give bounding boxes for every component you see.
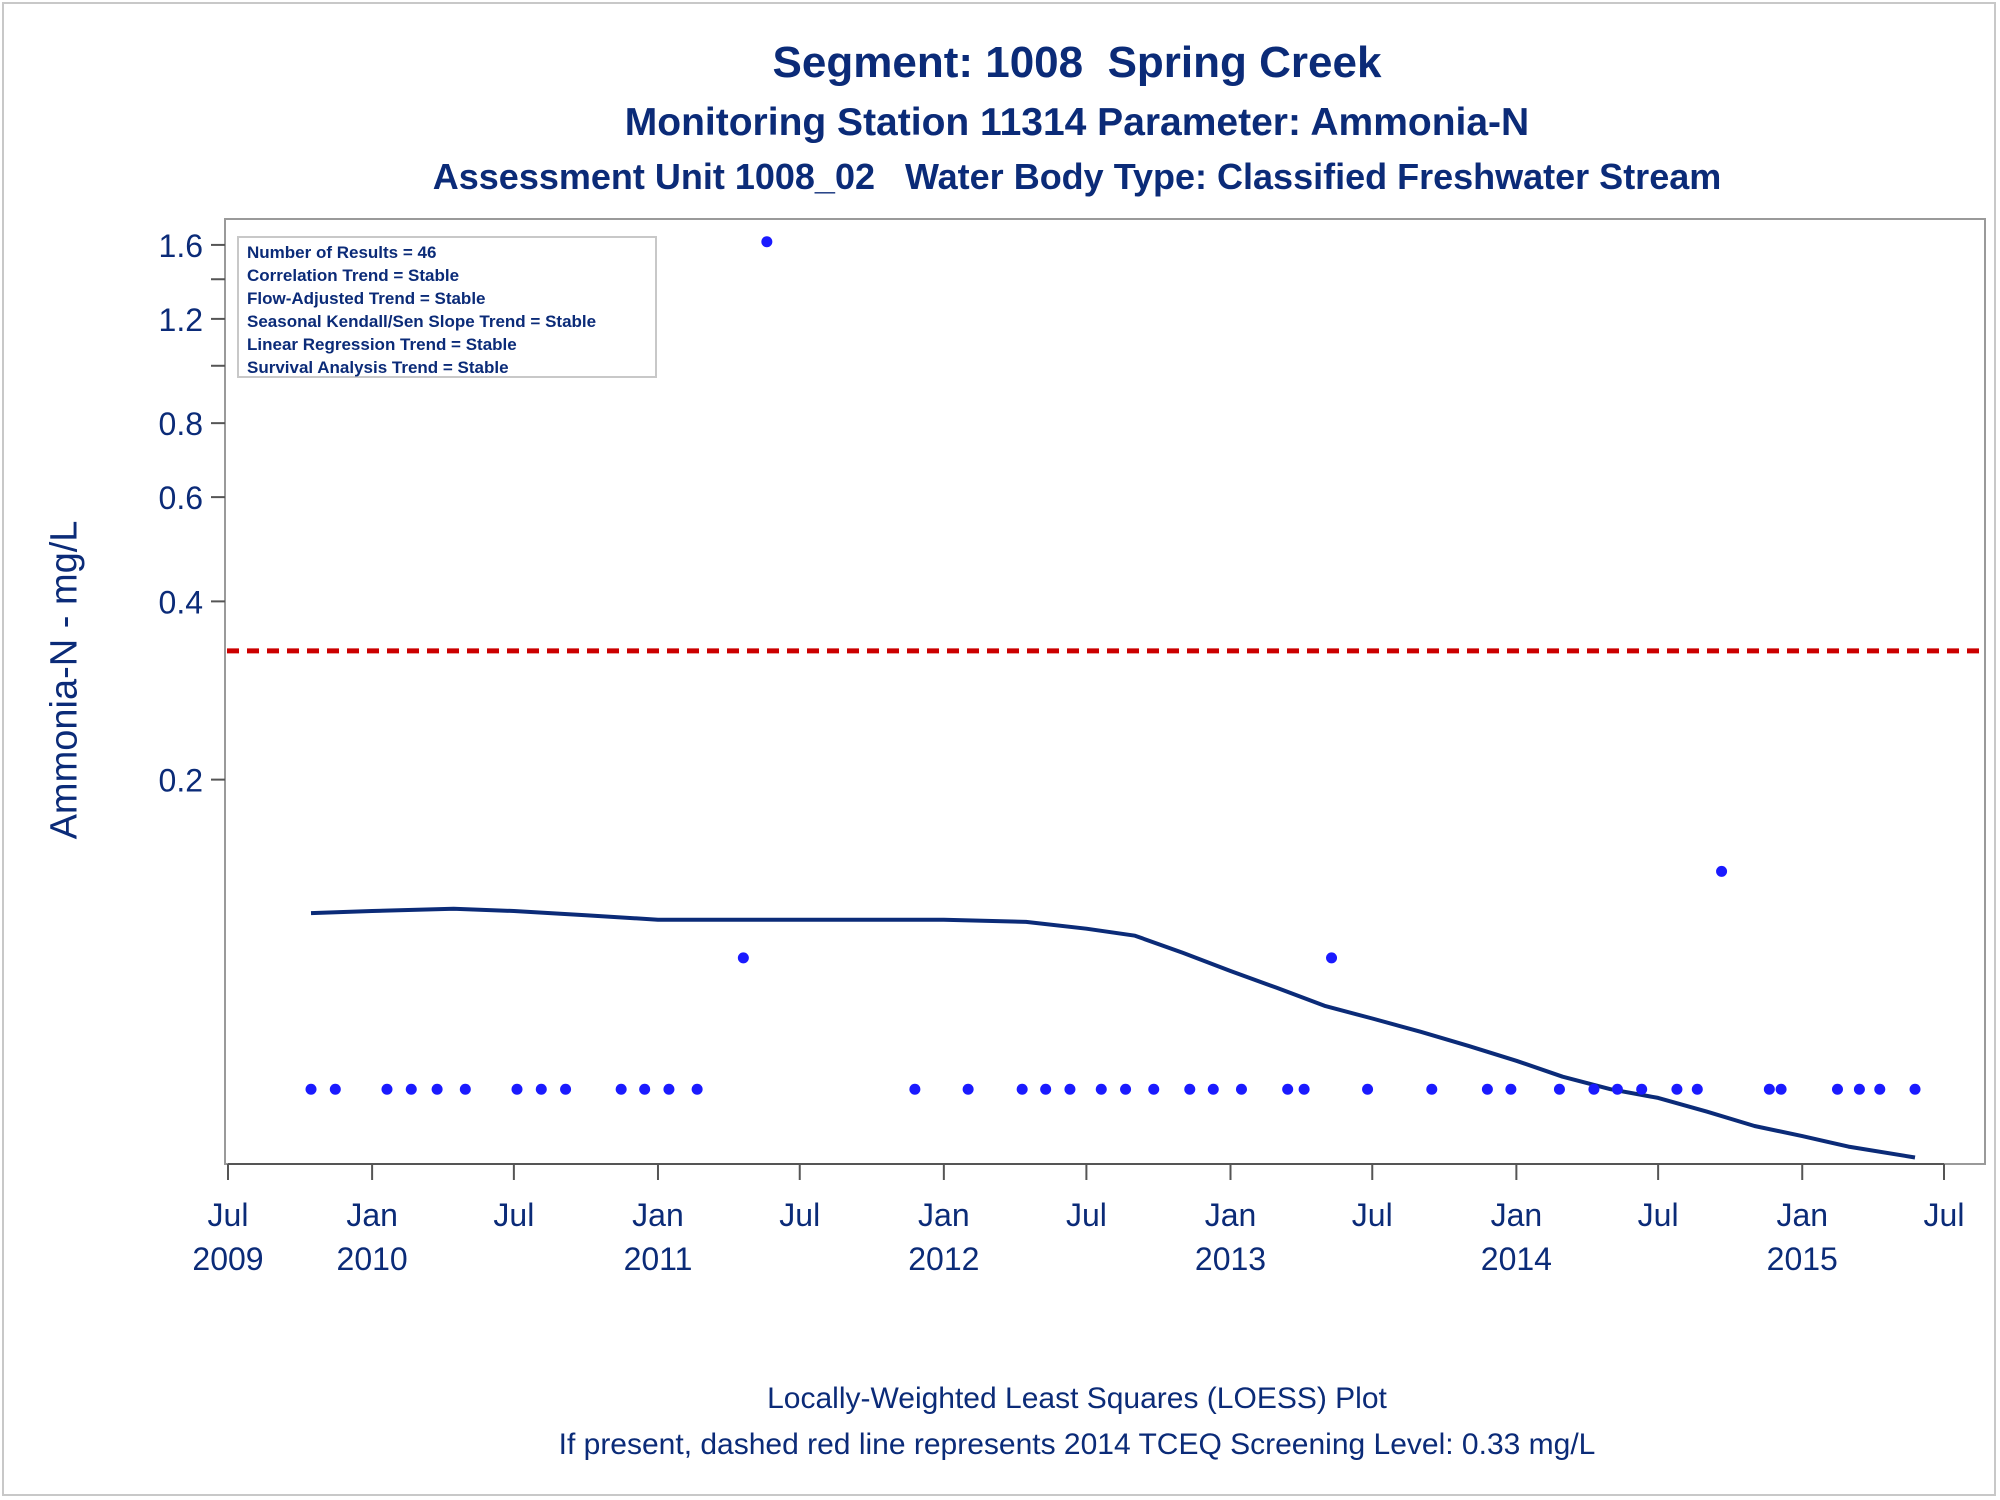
x-tick-label-year: 2011 bbox=[624, 1241, 693, 1277]
data-point bbox=[1148, 1083, 1160, 1095]
data-point bbox=[1481, 1083, 1493, 1095]
y-tick-label: 0.4 bbox=[159, 584, 203, 620]
data-point bbox=[560, 1083, 572, 1095]
data-point bbox=[1588, 1083, 1600, 1095]
chart-title: Segment: 1008 Spring Creek bbox=[772, 38, 1382, 87]
stat-linear-regression-trend: Linear Regression Trend = Stable bbox=[247, 335, 517, 354]
data-point bbox=[1282, 1083, 1294, 1095]
chart-subtitle-assessment: Assessment Unit 1008_02 Water Body Type:… bbox=[432, 156, 1722, 197]
x-tick-label-month: Jul bbox=[493, 1197, 534, 1233]
data-point bbox=[962, 1083, 974, 1095]
data-point bbox=[1016, 1083, 1028, 1095]
x-tick-label-month: Jan bbox=[632, 1197, 684, 1233]
y-tick-label: 1.2 bbox=[159, 302, 203, 338]
data-point bbox=[1671, 1083, 1683, 1095]
x-tick-label-month: Jan bbox=[1776, 1197, 1828, 1233]
data-point bbox=[615, 1083, 627, 1095]
data-point bbox=[1874, 1083, 1886, 1095]
data-point bbox=[1184, 1083, 1196, 1095]
x-tick-label-year: 2010 bbox=[337, 1241, 408, 1277]
data-point bbox=[1040, 1083, 1052, 1095]
x-tick-label-month: Jan bbox=[346, 1197, 398, 1233]
data-point bbox=[737, 952, 749, 964]
y-tick-label: 0.6 bbox=[159, 480, 203, 516]
x-tick-label-year: 2013 bbox=[1195, 1241, 1266, 1277]
data-point bbox=[1691, 1083, 1703, 1095]
data-point bbox=[1505, 1083, 1517, 1095]
data-point bbox=[1853, 1083, 1865, 1095]
stat-flow-adjusted-trend: Flow-Adjusted Trend = Stable bbox=[247, 289, 486, 308]
data-point bbox=[1298, 1083, 1310, 1095]
data-point bbox=[329, 1083, 341, 1095]
stat-number-of-results: Number of Results = 46 bbox=[247, 243, 437, 262]
data-point bbox=[691, 1083, 703, 1095]
x-tick-label-month: Jan bbox=[1491, 1197, 1543, 1233]
data-point bbox=[639, 1083, 651, 1095]
data-point bbox=[1235, 1083, 1247, 1095]
x-tick-label-month: Jul bbox=[1352, 1197, 1393, 1233]
data-point bbox=[1716, 865, 1728, 877]
x-tick-label-year: 2015 bbox=[1767, 1241, 1838, 1277]
data-point bbox=[1207, 1083, 1219, 1095]
x-tick-label-year: 2012 bbox=[908, 1241, 979, 1277]
data-point bbox=[1636, 1083, 1648, 1095]
data-point bbox=[511, 1083, 523, 1095]
x-tick-label-year: 2014 bbox=[1481, 1241, 1552, 1277]
chart-subtitle-station: Monitoring Station 11314 Parameter: Ammo… bbox=[624, 101, 1530, 144]
data-point bbox=[663, 1083, 675, 1095]
data-point bbox=[1553, 1083, 1565, 1095]
footer-screening-note: If present, dashed red line represents 2… bbox=[558, 1428, 1596, 1461]
stat-survival-analysis-trend: Survival Analysis Trend = Stable bbox=[247, 358, 509, 377]
x-tick-label-month: Jul bbox=[779, 1197, 820, 1233]
data-point bbox=[1831, 1083, 1843, 1095]
x-tick-label-month: Jan bbox=[918, 1197, 970, 1233]
data-point bbox=[1362, 1083, 1374, 1095]
trend-stats-box: Number of Results = 46 Correlation Trend… bbox=[237, 236, 657, 378]
loess-line bbox=[310, 906, 1916, 1160]
x-tick-label-year: 2009 bbox=[192, 1241, 263, 1277]
data-point bbox=[1611, 1083, 1623, 1095]
data-point bbox=[405, 1083, 417, 1095]
x-tick-label-month: Jul bbox=[208, 1197, 249, 1233]
y-tick-label: 1.6 bbox=[159, 228, 203, 264]
data-point bbox=[1120, 1083, 1132, 1095]
data-point bbox=[459, 1083, 471, 1095]
data-point bbox=[1095, 1083, 1107, 1095]
data-point bbox=[909, 1083, 921, 1095]
x-tick-label-month: Jul bbox=[1066, 1197, 1107, 1233]
stat-seasonal-kendall-trend: Seasonal Kendall/Sen Slope Trend = Stabl… bbox=[247, 312, 597, 331]
y-tick-label: 0.8 bbox=[159, 406, 203, 442]
data-point bbox=[1326, 952, 1338, 964]
data-point bbox=[381, 1083, 393, 1095]
x-tick-label-month: Jul bbox=[1924, 1197, 1965, 1233]
x-tick-label-month: Jul bbox=[1638, 1197, 1679, 1233]
stat-correlation-trend: Correlation Trend = Stable bbox=[247, 266, 460, 285]
data-point bbox=[305, 1083, 317, 1095]
data-point bbox=[535, 1083, 547, 1095]
data-point bbox=[1775, 1083, 1787, 1095]
x-tick-label-month: Jan bbox=[1205, 1197, 1257, 1233]
y-tick-label: 0.2 bbox=[159, 763, 203, 799]
data-point bbox=[1763, 1083, 1775, 1095]
data-point bbox=[431, 1083, 443, 1095]
data-point bbox=[1909, 1083, 1921, 1095]
footer-plot-description: Locally-Weighted Least Squares (LOESS) P… bbox=[767, 1382, 1387, 1415]
data-point bbox=[1426, 1083, 1438, 1095]
data-point bbox=[761, 236, 773, 248]
data-point bbox=[1064, 1083, 1076, 1095]
